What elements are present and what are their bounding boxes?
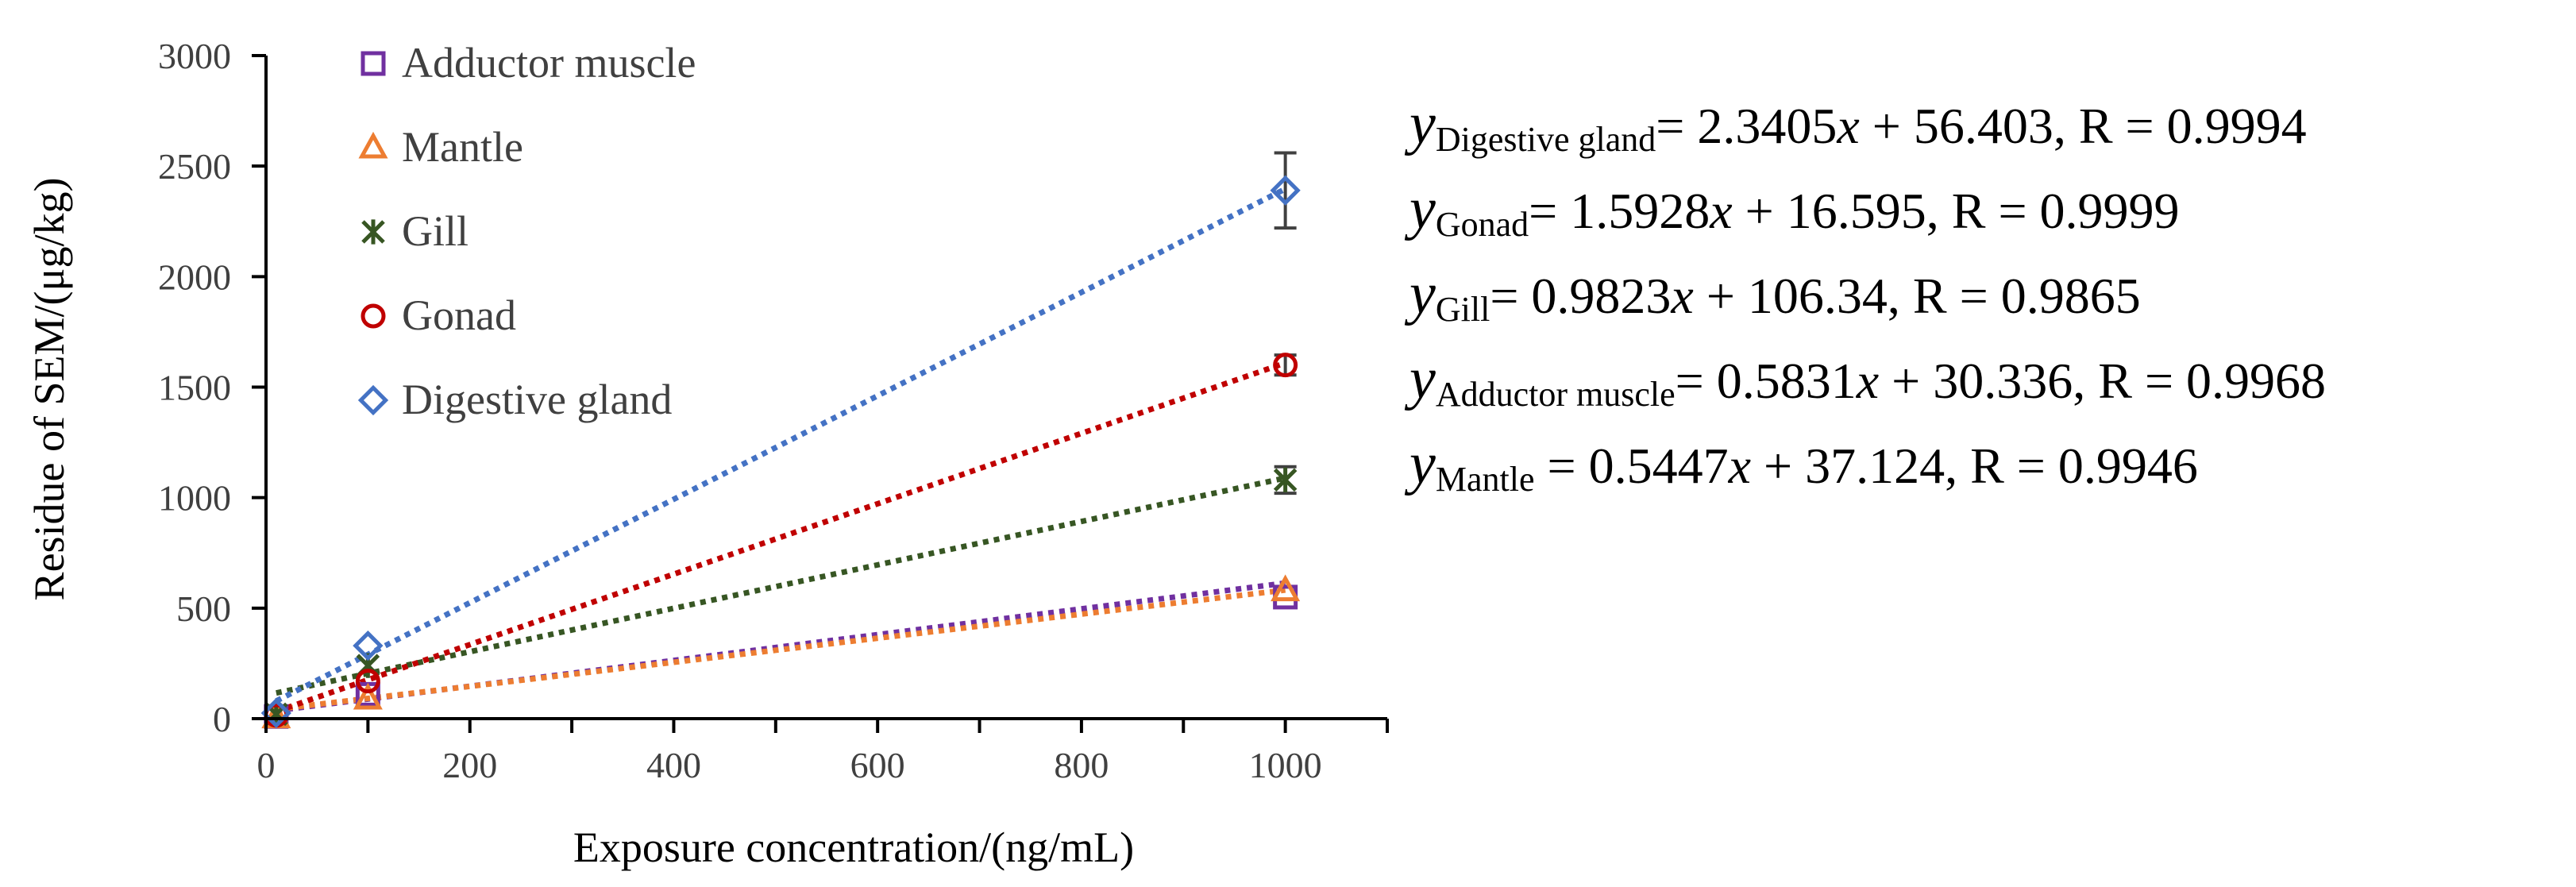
y-tick-label: 1000	[158, 478, 231, 519]
equation-slope: = 0.5447	[1535, 438, 1729, 494]
equation-digestive-gland: yDigestive gland= 2.3405x + 56.403, R = …	[1404, 91, 2307, 159]
point-gonad	[1273, 353, 1298, 378]
plot-area	[260, 151, 1301, 729]
equation-x-symbol: x	[1728, 438, 1751, 494]
legend-label-digestive-gland: Digestive gland	[402, 376, 672, 423]
trendline-mantle	[276, 587, 1286, 712]
y-tick-label: 2000	[158, 256, 231, 297]
point-digestive-gland	[353, 631, 384, 661]
equation-y-symbol: y	[1404, 91, 1436, 156]
y-tick-label: 0	[213, 699, 231, 739]
legend-label-gonad: Gonad	[402, 291, 516, 339]
equations: yDigestive gland= 2.3405x + 56.403, R = …	[1404, 91, 2326, 499]
x-tick-label: 800	[1054, 745, 1109, 785]
point-mantle	[353, 682, 383, 710]
trendline-digestive-gland	[275, 186, 1287, 704]
x-axis-title: Exposure concentration/(ng/mL)	[573, 823, 1134, 871]
y-axis-title: Residue of SEM/(μg/kg)	[25, 178, 73, 601]
equation-intercept-r: + 16.595, R = 0.9999	[1733, 183, 2180, 239]
x-tick-label: 600	[850, 745, 905, 785]
trendline-adductor-muscle	[276, 580, 1286, 714]
equation-intercept-r: + 37.124, R = 0.9946	[1751, 438, 2198, 494]
y-tick-label: 1500	[158, 368, 231, 408]
legend-label-adductor-muscle: Adductor muscle	[402, 39, 696, 87]
equation-intercept-r: + 106.34, R = 0.9865	[1694, 268, 2141, 324]
point-digestive-gland	[260, 697, 291, 729]
equation-y-symbol: y	[1404, 176, 1436, 241]
equation-slope: = 0.5831	[1676, 353, 1857, 409]
trendline-gonad	[275, 360, 1286, 715]
equation-mantle: yMantle = 0.5447x + 37.124, R = 0.9946	[1404, 431, 2198, 499]
equation-slope: = 1.5928	[1529, 183, 1710, 239]
equation-x-symbol: x	[1670, 268, 1693, 324]
x-tick-label: 1000	[1249, 745, 1322, 785]
point-digestive-gland	[1270, 175, 1301, 206]
equation-x-symbol: x	[1709, 183, 1732, 239]
legend-marker-gonad	[361, 303, 386, 329]
x-tick-label: 400	[646, 745, 701, 785]
legend-label-mantle: Mantle	[402, 123, 523, 171]
equation-x-symbol: x	[1836, 98, 1859, 154]
equation-slope: = 0.9823	[1490, 268, 1671, 324]
x-tick-label: 0	[257, 745, 276, 785]
equation-intercept-r: + 30.336, R = 0.9968	[1879, 353, 2326, 409]
equation-subscript: Gonad	[1436, 205, 1529, 244]
equation-gonad: yGonad= 1.5928x + 16.595, R = 0.9999	[1404, 176, 2180, 244]
equation-x-symbol: x	[1856, 353, 1879, 409]
equation-y-symbol: y	[1404, 261, 1436, 326]
equation-intercept-r: + 56.403, R = 0.9994	[1860, 98, 2307, 154]
equation-subscript: Mantle	[1436, 460, 1535, 499]
legend-marker-adductor-muscle	[361, 51, 386, 76]
legend-marker-digestive-gland	[357, 384, 389, 416]
y-tick-label: 3000	[158, 36, 231, 76]
equation-y-symbol: y	[1404, 346, 1436, 411]
equation-subscript: Adductor muscle	[1436, 375, 1676, 414]
y-tick-label: 2500	[158, 146, 231, 187]
equation-y-symbol: y	[1404, 431, 1436, 496]
legend-label-gill: Gill	[402, 207, 469, 255]
point-mantle	[1271, 574, 1301, 602]
point-gill	[1273, 467, 1298, 492]
point-gonad	[355, 669, 380, 694]
equation-slope: = 2.3405	[1656, 98, 1837, 154]
x-tick-label: 200	[442, 745, 497, 785]
trendline-gill	[276, 475, 1286, 696]
equation-gill: yGill= 0.9823x + 106.34, R = 0.9865	[1404, 261, 2141, 329]
legend-marker-gill	[361, 219, 385, 245]
equation-subscript: Gill	[1436, 290, 1490, 329]
equation-subscript: Digestive gland	[1436, 120, 1656, 159]
equation-adductor-muscle: yAdductor muscle= 0.5831x + 30.336, R = …	[1404, 346, 2326, 414]
axes: 0 500 1000 1500 2000 2500 3000 0 200 400 600 800 100…	[25, 36, 1389, 871]
y-tick-label: 500	[176, 588, 231, 629]
legend: Adductor muscle Mantle Gill Gonad Digestive …	[357, 39, 696, 423]
legend-marker-mantle	[358, 131, 388, 159]
